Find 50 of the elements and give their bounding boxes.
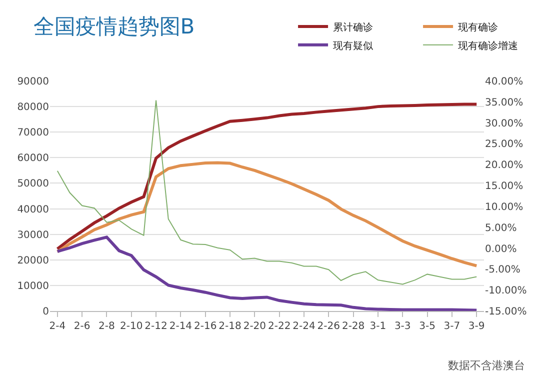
line-series [56,102,478,250]
x-tick-label: 3-3 [394,321,411,332]
y2-tick-label: -15.00% [485,306,527,318]
y2-tick-label: 10.00% [485,202,524,213]
text: 数据不含港澳台 [448,359,525,372]
x-tick-label: 2-26 [317,321,340,332]
y-tick-label: 90000 [17,76,49,88]
legend-label: 累计确诊 [333,21,374,34]
y2-tick-label: -10.00% [485,286,527,297]
y-tick-label: 60000 [17,153,49,164]
line-series [56,161,478,268]
y2-tick-label: 20.00% [485,160,524,172]
legend-label: 现有确诊增速 [458,40,518,52]
x-tick-label: 2-22 [268,321,291,332]
x-tick-label: 3-1 [370,321,386,332]
y-tick-label: 10000 [17,280,49,292]
x-tick-label: 2-6 [74,321,90,332]
x-tick-label: 2-14 [169,321,192,332]
y2-tick-label: 35.00% [485,97,524,108]
y2-tick-label: 25.00% [485,139,524,150]
y-tick-label: 0 [42,306,49,318]
y2-tick-label: 5.00% [485,222,517,234]
line-series [56,100,478,285]
y2-tick-label: 15.00% [485,181,524,192]
y-tick-label: 40000 [17,204,49,216]
x-tick-label: 3-9 [468,321,485,332]
x-tick-label: 3-5 [419,321,436,332]
x-tick-label: 2-24 [292,321,316,332]
x-tick-label: 2-4 [49,321,66,332]
x-tick-label: 3-7 [444,321,460,332]
line-series [56,236,478,311]
x-tick-label: 2-8 [98,321,115,332]
x-tick-label: 2-12 [144,321,168,332]
y-tick-label: 20000 [17,255,49,266]
x-tick-label: 2-28 [342,321,365,332]
y2-tick-label: 30.00% [485,118,524,130]
legend-label: 现有疑似 [333,40,374,52]
legend-label: 现有确诊 [458,21,498,34]
x-tick-label: 2-18 [218,321,242,332]
y-tick-label: 30000 [17,230,49,241]
y2-tick-label: 0.00% [485,244,517,255]
y2-tick-label: -5.00% [485,264,520,276]
y-tick-label: 70000 [17,128,49,139]
y-tick-label: 80000 [17,102,49,114]
x-tick-label: 2-16 [194,321,217,332]
chart-title: 全国疫情趋势图B [33,14,195,38]
x-tick-label: 2-10 [120,321,143,332]
y-tick-label: 50000 [17,178,49,190]
y2-tick-label: 40.00% [485,76,524,88]
x-tick-label: 2-20 [243,321,266,332]
